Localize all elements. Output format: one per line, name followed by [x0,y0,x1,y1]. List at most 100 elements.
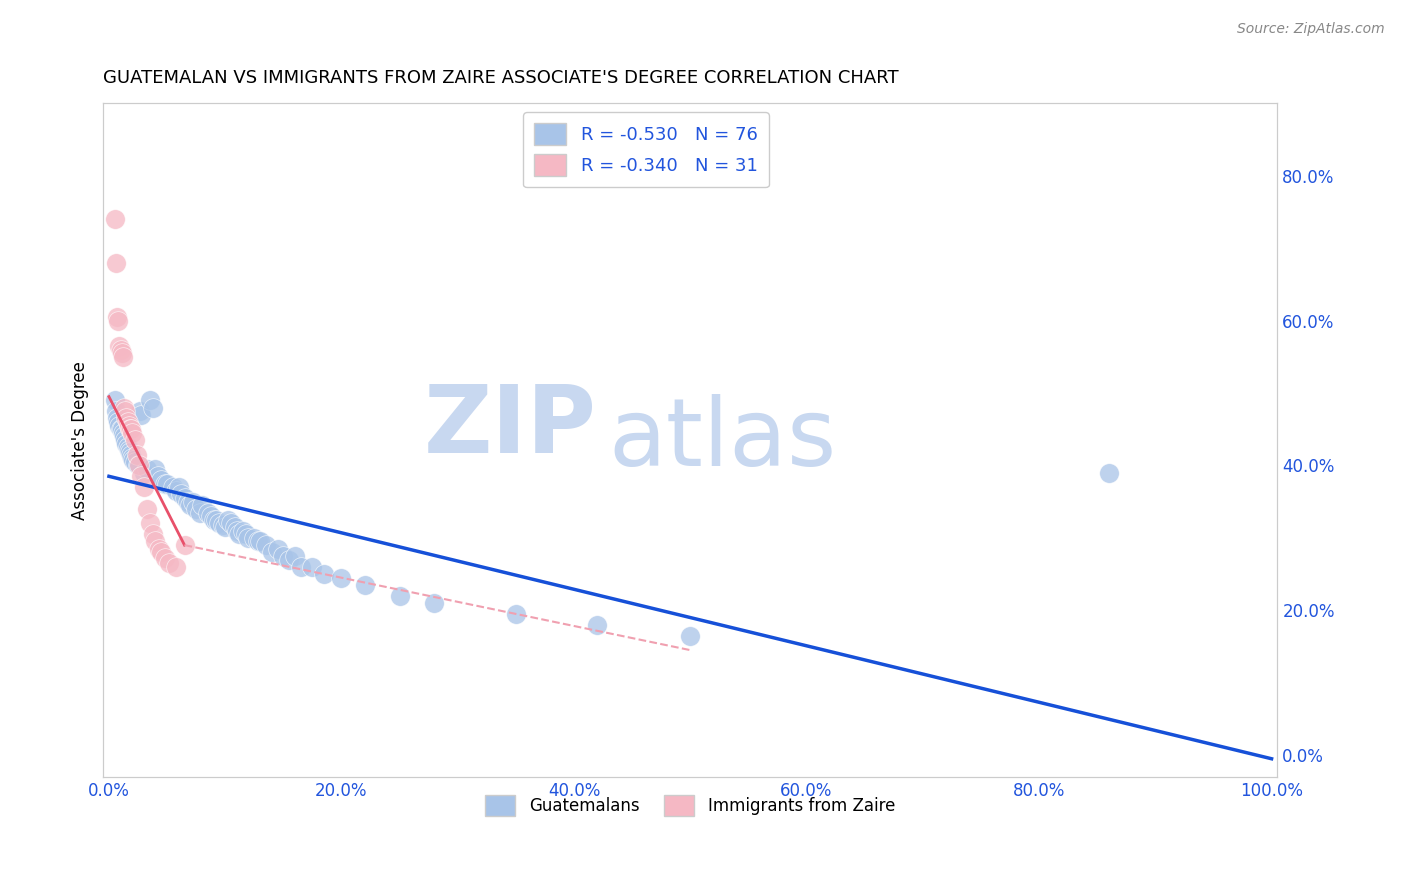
Point [179,498,201,512]
Point [115,411,138,425]
Point [110,422,132,436]
Point [125,448,148,462]
Point [120,448,142,462]
Point [124,455,146,469]
Point [122,452,145,467]
Point [105,310,128,324]
Legend: Guatemalans, Immigrants from Zaire: Guatemalans, Immigrants from Zaire [479,789,901,822]
Point [388,589,411,603]
Point [108,339,131,353]
Point [112,401,135,415]
Point [167,480,190,494]
Point [290,559,312,574]
Point [266,541,288,556]
Point [138,516,160,531]
Point [260,545,283,559]
Point [200,509,222,524]
Point [136,502,159,516]
Point [586,617,609,632]
Point [146,469,169,483]
Point [254,538,277,552]
Point [173,538,195,552]
Point [150,473,173,487]
Point [156,476,179,491]
Point [105,411,128,425]
Point [1098,466,1121,480]
Point [114,433,136,447]
Point [121,425,143,440]
Point [121,451,143,466]
Point [191,498,214,512]
Point [228,527,250,541]
Point [235,527,257,541]
Point [112,429,135,443]
Point [104,404,127,418]
Point [212,517,235,532]
Point [131,469,153,483]
Point [301,559,323,574]
Point [202,513,225,527]
Point [162,480,184,494]
Point [150,545,173,559]
Point [145,462,167,476]
Point [148,541,170,556]
Point [243,531,266,545]
Point [157,556,180,570]
Point [132,466,155,480]
Point [145,534,167,549]
Point [423,596,446,610]
Point [111,425,134,440]
Point [205,513,228,527]
Point [117,415,139,429]
Point [104,393,127,408]
Text: atlas: atlas [607,394,837,486]
Point [131,408,153,422]
Point [111,346,134,360]
Point [273,549,295,563]
Text: GUATEMALAN VS IMMIGRANTS FROM ZAIRE ASSOCIATE'S DEGREE CORRELATION CHART: GUATEMALAN VS IMMIGRANTS FROM ZAIRE ASSO… [103,69,898,87]
Point [165,483,187,498]
Point [181,494,204,508]
Y-axis label: Associate's Degree: Associate's Degree [72,360,89,519]
Point [115,436,138,450]
Point [153,476,176,491]
Text: ZIP: ZIP [423,381,596,473]
Point [188,506,211,520]
Point [353,578,375,592]
Point [118,422,141,436]
Point [505,607,527,621]
Point [114,404,136,418]
Point [110,343,132,357]
Point [225,524,247,538]
Point [118,442,141,457]
Point [107,313,129,327]
Point [128,458,150,473]
Point [127,458,149,473]
Point [219,516,242,531]
Point [679,629,702,643]
Point [208,516,231,531]
Point [118,418,141,433]
Point [217,513,239,527]
Point [284,549,307,563]
Point [107,415,129,429]
Point [224,520,246,534]
Point [173,491,195,505]
Point [142,401,165,415]
Point [117,441,139,455]
Point [153,551,176,566]
Point [330,571,353,585]
Point [120,422,142,436]
Point [108,418,131,433]
Point [111,422,134,436]
Point [232,524,254,538]
Point [104,255,127,269]
Point [177,494,200,508]
Point [132,480,155,494]
Point [186,502,208,516]
Point [111,350,134,364]
Point [278,552,301,566]
Point [312,567,335,582]
Point [170,487,193,501]
Text: Source: ZipAtlas.com: Source: ZipAtlas.com [1237,22,1385,37]
